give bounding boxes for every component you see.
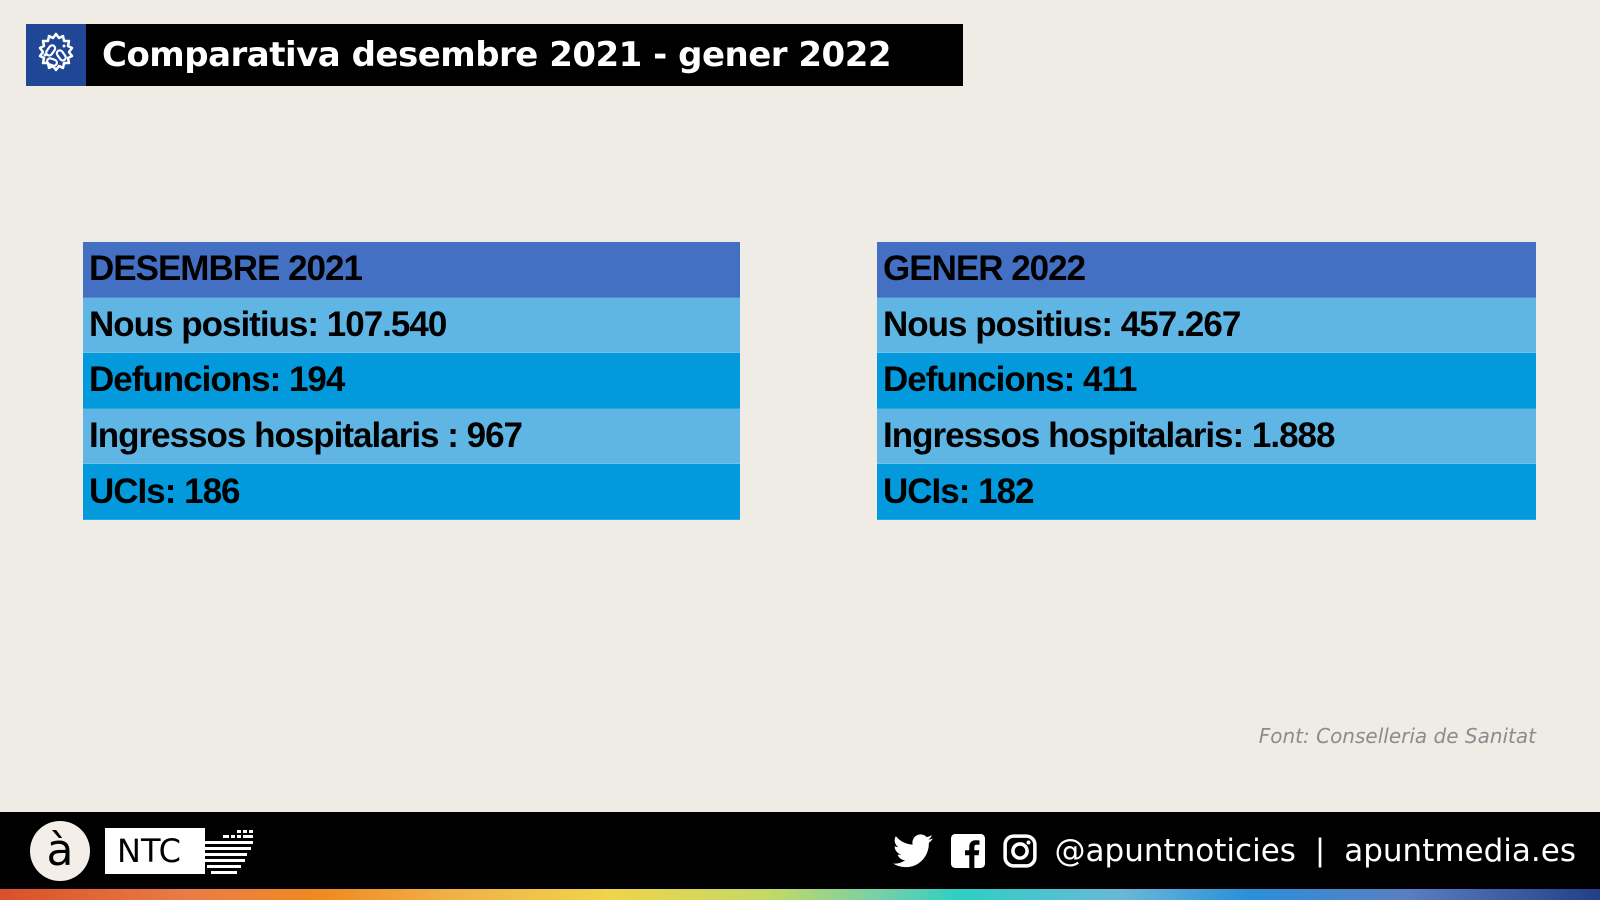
rainbow-stripe — [0, 889, 1600, 900]
row-ingressos: Ingressos hospitalaris: 1.888 — [877, 408, 1536, 465]
twitter-handle-link[interactable]: @apuntnoticies — [1054, 832, 1296, 869]
page-title: Comparativa desembre 2021 - gener 2022 — [102, 35, 892, 75]
brand-text: NTC — [117, 832, 181, 870]
panel-desembre-2021: DESEMBRE 2021 Nous positius: 107.540 Def… — [83, 242, 740, 520]
row-nous-positius: Nous positius: 457.267 — [877, 297, 1536, 354]
instagram-icon[interactable] — [1002, 833, 1037, 868]
website-link[interactable]: apuntmedia.es — [1344, 832, 1576, 869]
apunt-logo: à — [30, 821, 90, 881]
panel-gener-2022: GENER 2022 Nous positius: 457.267 Defunc… — [877, 242, 1536, 520]
row-defuncions: Defuncions: 411 — [877, 353, 1536, 409]
title-bar: Comparativa desembre 2021 - gener 2022 — [26, 24, 963, 86]
footer-bar — [0, 812, 1600, 889]
row-nous-positius: Nous positius: 107.540 — [83, 297, 740, 354]
row-ingressos: Ingressos hospitalaris : 967 — [83, 408, 740, 465]
row-ucis: UCIs: 186 — [83, 464, 740, 520]
row-ucis: UCIs: 182 — [877, 464, 1536, 520]
virus-icon — [26, 24, 86, 86]
panel-header: GENER 2022 — [877, 242, 1536, 298]
panel-header: DESEMBRE 2021 — [83, 242, 740, 298]
source-note: Font: Conselleria de Sanitat — [1258, 724, 1536, 748]
ntc-logo: NTC — [105, 828, 205, 874]
separator: | — [1315, 832, 1325, 868]
logo-letter: à — [46, 825, 74, 876]
facebook-icon[interactable] — [950, 833, 985, 868]
ntc-lines-icon — [197, 830, 253, 874]
row-defuncions: Defuncions: 194 — [83, 353, 740, 409]
twitter-icon[interactable] — [892, 833, 933, 868]
social-links: @apuntnoticies | apuntmedia.es — [892, 812, 1576, 889]
